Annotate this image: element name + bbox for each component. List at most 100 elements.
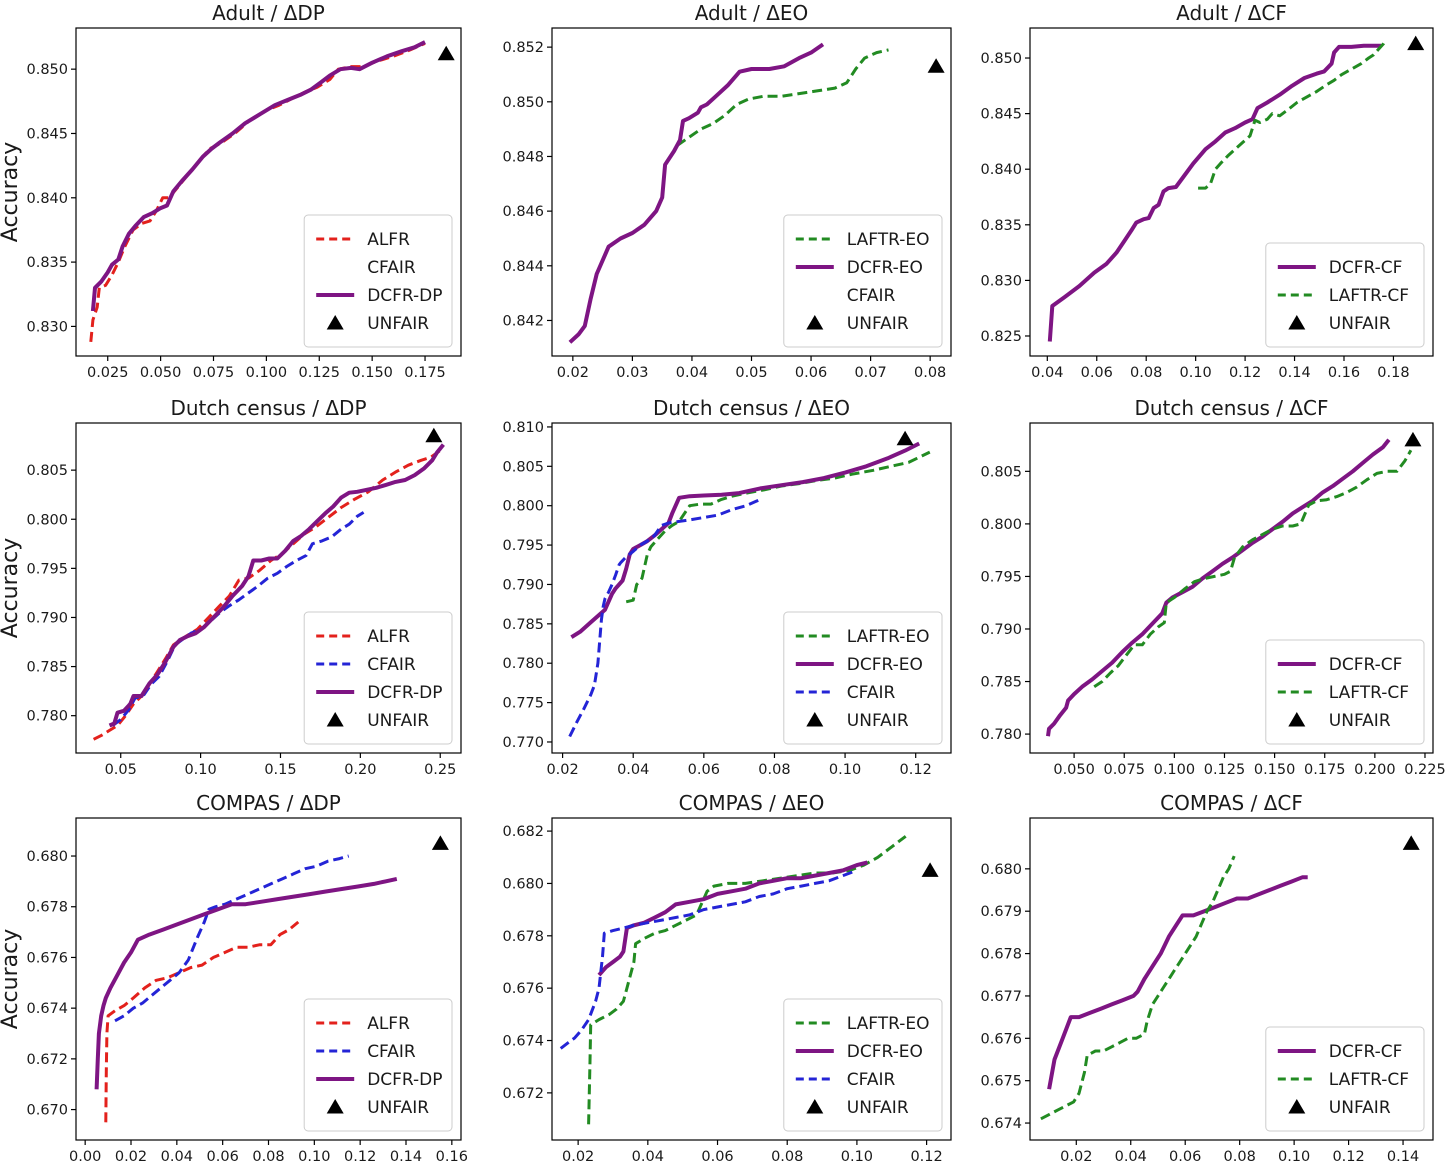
chart-compas-dp: 0.00 0.02 0.04 0.06 0.08 0.10 0.12 0.14 0.16 0.67… — [0, 782, 482, 1169]
x-tick-label: 0.16 — [436, 1149, 468, 1165]
x-tick-label: 0.10 — [1278, 1149, 1310, 1165]
y-tick-label: 0.775 — [502, 696, 544, 712]
y-tick-label: 0.674 — [980, 1116, 1022, 1132]
y-tick-label: 0.676 — [502, 981, 544, 997]
x-tick-label: 0.125 — [1204, 762, 1246, 778]
unfair-marker — [431, 835, 449, 850]
x-tick-label: 0.08 — [914, 365, 946, 381]
y-tick-label: 0.790 — [980, 622, 1022, 638]
x-tick-label: 0.150 — [351, 365, 393, 381]
y-tick-label: 0.848 — [502, 149, 544, 165]
legend-label: CFAIR — [847, 286, 896, 306]
series-line-cfair — [114, 854, 350, 1023]
y-tick-label: 0.680 — [502, 876, 544, 892]
y-tick-label: 0.795 — [502, 538, 544, 554]
chart-svg: 0.04 0.06 0.08 0.10 0.12 0.14 0.16 0.18 0.825 0.8… — [980, 1, 1434, 381]
legend-label: DCFR-EO — [847, 655, 923, 675]
x-tick-label: 0.08 — [758, 762, 790, 778]
y-tick-label: 0.678 — [502, 929, 544, 945]
legend: ALFR CFAIR DCFR-DP UNFAIR — [303, 214, 453, 348]
legend-label: DCFR-EO — [847, 258, 923, 278]
legend-sample-triangle — [326, 1099, 344, 1114]
y-tick-label: 0.672 — [502, 1086, 544, 1102]
x-tick-label: 0.125 — [299, 365, 341, 381]
series-line-laftr-eo — [676, 48, 889, 147]
legend: ALFR CFAIR DCFR-DP UNFAIR — [303, 611, 453, 745]
y-tick-label: 0.835 — [26, 255, 68, 271]
legend-label: LAFTR-CF — [1329, 1070, 1409, 1090]
axes-spines — [1029, 817, 1434, 1141]
x-tick-label: 0.14 — [1387, 1149, 1419, 1165]
x-tick-label: 0.04 — [632, 1149, 664, 1165]
y-tick-label: 0.800 — [26, 512, 68, 528]
legend-label: LAFTR-EO — [847, 230, 930, 250]
legend-label: UNFAIR — [367, 711, 429, 731]
x-tick-label: 0.02 — [1060, 1149, 1092, 1165]
legend-label: CFAIR — [367, 1042, 416, 1062]
legend-label: CFAIR — [847, 1070, 896, 1090]
legend-label: LAFTR-EO — [847, 1014, 930, 1034]
chart-dutch-cf: 0.050 0.075 0.100 0.125 0.150 0.175 0.200 0.225… — [964, 392, 1445, 782]
legend-label: CFAIR — [367, 655, 416, 675]
chart-dutch-eo: 0.02 0.04 0.06 0.08 0.10 0.12 0.770 0.775 0.780 0… — [482, 392, 964, 782]
unfair-marker — [1404, 431, 1422, 447]
axes-spines — [551, 422, 952, 754]
x-tick-label: 0.12 — [1332, 1149, 1364, 1165]
y-tick-label: 0.676 — [980, 1031, 1022, 1047]
chart-dutch-dp: 0.05 0.10 0.15 0.20 0.25 0.780 0.785 0.790 0.795… — [0, 392, 482, 782]
series-line-dcfr-cf — [1047, 43, 1382, 342]
chart-svg: 0.050 0.075 0.100 0.125 0.150 0.175 0.200 0.225… — [980, 396, 1445, 778]
legend-label: UNFAIR — [1329, 314, 1391, 334]
legend-sample-triangle — [1288, 712, 1306, 727]
x-tick-label: 0.14 — [1278, 365, 1310, 381]
unfair-marker — [1402, 835, 1420, 850]
legend-label: ALFR — [367, 1014, 410, 1034]
x-tick-label: 0.10 — [1180, 365, 1212, 381]
legend-label: LAFTR-CF — [1329, 683, 1409, 703]
x-tick-label: 0.06 — [1169, 1149, 1201, 1165]
series-line-dcfr-cf — [1046, 438, 1391, 737]
y-tick-label: 0.810 — [502, 420, 544, 436]
y-tick-label: 0.790 — [502, 577, 544, 593]
x-tick-label: 0.12 — [1229, 365, 1261, 381]
legend-box — [303, 998, 453, 1132]
legend-label: UNFAIR — [367, 314, 429, 334]
series-line-laftr-cf — [1198, 38, 1388, 190]
x-tick-label: 0.025 — [87, 365, 129, 381]
x-tick-label: 0.100 — [1154, 762, 1196, 778]
x-tick-label: 0.200 — [1354, 762, 1396, 778]
y-tick-label: 0.850 — [502, 95, 544, 111]
legend: LAFTR-EO DCFR-EO CFAIR UNFAIR — [783, 214, 943, 348]
y-tick-label: 0.785 — [502, 617, 544, 633]
x-tick-label: 0.06 — [1081, 365, 1113, 381]
y-tick-label: 0.675 — [980, 1074, 1022, 1090]
y-tick-label: 0.670 — [26, 1103, 68, 1119]
legend: LAFTR-EO DCFR-EO CFAIR UNFAIR — [783, 611, 943, 745]
legend-label: CFAIR — [847, 683, 896, 703]
y-tick-label: 0.785 — [26, 660, 68, 676]
y-tick-label: 0.852 — [502, 40, 544, 56]
y-tick-label: 0.830 — [26, 319, 68, 335]
legend-label: UNFAIR — [367, 1098, 429, 1118]
x-tick-label: 0.10 — [841, 1149, 873, 1165]
legend-box — [303, 611, 453, 745]
x-tick-label: 0.03 — [616, 365, 648, 381]
legend-label: LAFTR-CF — [1329, 286, 1409, 306]
chart-svg: 0.02 0.04 0.06 0.08 0.10 0.12 0.770 0.775 0.780 0… — [502, 396, 952, 778]
y-tick-label: 0.850 — [26, 62, 68, 78]
legend-box — [783, 998, 943, 1132]
unfair-marker — [921, 862, 939, 877]
legend-box — [783, 214, 943, 348]
y-axis-label: Accuracy — [0, 142, 23, 242]
chart-title: COMPAS / ΔCF — [1160, 791, 1303, 815]
y-tick-label: 0.844 — [502, 259, 544, 275]
y-tick-label: 0.672 — [26, 1052, 68, 1068]
x-tick-label: 0.00 — [69, 1149, 101, 1165]
x-tick-label: 0.10 — [184, 762, 216, 778]
y-tick-label: 0.795 — [26, 561, 68, 577]
legend-sample-triangle — [1288, 1099, 1306, 1114]
legend-sample-triangle — [806, 712, 824, 727]
axes-spines — [1029, 27, 1434, 357]
chart-title: COMPAS / ΔEO — [679, 791, 825, 815]
y-tick-label: 0.825 — [980, 329, 1022, 345]
